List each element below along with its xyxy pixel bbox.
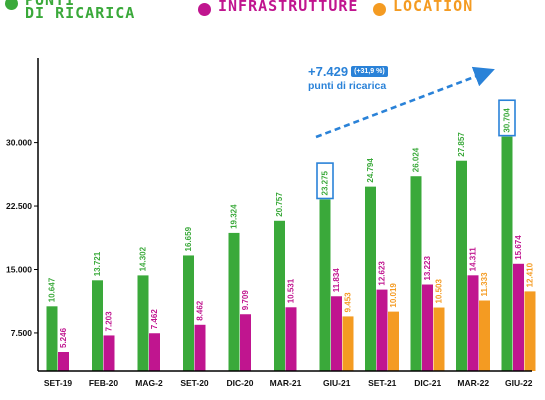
bar <box>92 280 103 371</box>
bar <box>342 316 354 371</box>
legend-dot-icon <box>373 3 386 16</box>
bar-value-label: 27.857 <box>457 132 466 157</box>
bar <box>422 284 433 371</box>
bar-value-label: 7.203 <box>105 311 114 332</box>
legend-dot-icon <box>5 0 18 10</box>
legend-label: INFRASTRUTTURE <box>218 0 359 15</box>
bar <box>524 291 536 371</box>
bar-value-label: 9.453 <box>344 292 353 313</box>
legend-label-line: DI RICARICA <box>25 4 136 22</box>
trend-arrow <box>315 66 495 139</box>
legend-label-line: LOCATION <box>393 0 474 15</box>
increase-percent-badge: (+31,9 %) <box>351 66 388 77</box>
legend-label-line: INFRASTRUTTURE <box>218 0 359 15</box>
bar <box>331 296 342 371</box>
legend-label: LOCATION <box>393 0 474 15</box>
bar <box>58 352 69 371</box>
x-tick-label: SET-20 <box>180 378 209 388</box>
bar-value-label: 16.659 <box>184 226 193 251</box>
bar <box>103 335 115 371</box>
bar-value-label: 12.623 <box>378 261 387 286</box>
x-tick-label: SET-21 <box>368 378 397 388</box>
bar-value-label: 10.503 <box>435 279 444 304</box>
bar <box>46 306 58 371</box>
x-tick-label: SET-19 <box>44 378 73 388</box>
bar-value-label: 10.531 <box>287 278 296 303</box>
bar-value-label: 24.794 <box>366 158 375 183</box>
bar-value-label: 19.324 <box>230 204 239 229</box>
bar-value-label: 26.024 <box>412 147 421 172</box>
bar-value-label: 20.757 <box>275 192 284 217</box>
bar-value-label: 10.647 <box>48 277 57 302</box>
legend-label-line: PUNTI <box>25 0 76 9</box>
legend: PUNTI DI RICARICA INFRASTRUTTURE LOCATION <box>0 0 545 26</box>
increase-value: +7.429 <box>308 64 349 79</box>
bar-value-label: 8.462 <box>196 300 205 321</box>
bar <box>513 263 524 371</box>
bar <box>388 311 399 371</box>
bar <box>456 160 467 371</box>
bar <box>410 176 422 371</box>
x-tick-label: GIU-21 <box>323 378 351 388</box>
bar <box>183 255 194 371</box>
x-tick-label: FEB-20 <box>89 378 119 388</box>
bar <box>285 307 297 371</box>
bar-value-label: 13.223 <box>423 255 432 280</box>
x-tick-label: DIC-21 <box>414 378 441 388</box>
legend-item-2: INFRASTRUTTURE <box>198 0 358 16</box>
increase-annotation: +7.429 (+31,9 %) punti di ricarica <box>308 64 428 92</box>
bar-value-label: 10.019 <box>389 283 398 308</box>
bar <box>240 314 251 371</box>
bar <box>194 324 206 371</box>
increase-subtitle: punti di ricarica <box>308 80 387 92</box>
bar-value-label: 9.709 <box>241 290 250 311</box>
x-tick-label: DIC-20 <box>227 378 254 388</box>
bar-value-label: 13.721 <box>93 251 102 276</box>
bar <box>365 186 376 371</box>
highlight-box <box>316 162 334 200</box>
bar-value-label: 11.333 <box>480 272 489 297</box>
bar-value-label: 11.834 <box>332 268 341 293</box>
bar <box>319 199 331 371</box>
legend-item-1: PUNTI DI RICARICA <box>5 0 136 22</box>
y-tick-label: 22.500 <box>6 201 32 211</box>
bar-value-label: 7.462 <box>150 309 159 330</box>
bar-value-label: 14.302 <box>139 246 148 271</box>
legend-label: PUNTI DI RICARICA <box>25 0 136 22</box>
bar <box>479 300 490 371</box>
bar <box>137 275 149 371</box>
bar-value-label: 23.275 <box>321 170 330 195</box>
x-tick-label: MAR-22 <box>457 378 489 388</box>
x-tick-label: MAG-2 <box>135 378 163 388</box>
bar-value-label: 15.674 <box>514 235 523 260</box>
bar-value-label: 5.246 <box>59 327 68 348</box>
bar <box>433 307 445 371</box>
y-tick-label: 30.000 <box>6 138 32 148</box>
bar <box>149 333 160 371</box>
highlight-box <box>498 99 516 137</box>
bar <box>376 289 388 371</box>
legend-dot-icon <box>198 3 211 16</box>
x-tick-label: MAR-21 <box>270 378 302 388</box>
bar <box>501 136 513 371</box>
bar-value-label: 14.311 <box>469 247 478 272</box>
bar <box>274 220 285 371</box>
bar <box>467 275 479 371</box>
bar-value-label: 12.410 <box>526 262 535 287</box>
y-tick-label: 15.000 <box>6 264 32 274</box>
y-tick-label: 7.500 <box>11 328 33 338</box>
bar-value-label: 30.704 <box>503 108 512 133</box>
legend-item-3: LOCATION <box>373 0 473 16</box>
bar <box>228 232 240 371</box>
x-tick-label: GIU-22 <box>505 378 533 388</box>
